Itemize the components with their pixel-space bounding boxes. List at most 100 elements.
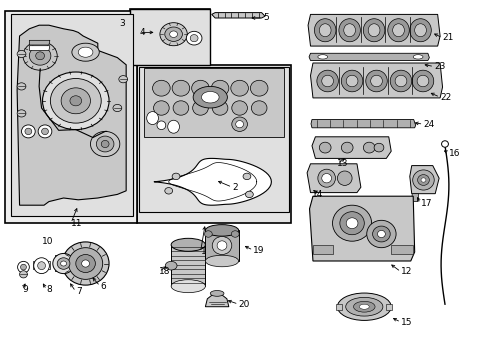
Ellipse shape: [38, 262, 45, 270]
Ellipse shape: [212, 101, 227, 115]
Polygon shape: [409, 166, 438, 194]
Text: 21: 21: [442, 33, 453, 42]
Ellipse shape: [192, 101, 208, 115]
Text: 13: 13: [337, 159, 348, 168]
Bar: [5, 11, 137, 223]
Polygon shape: [308, 53, 428, 60]
Bar: [129, 9, 210, 65]
Ellipse shape: [317, 169, 335, 187]
Polygon shape: [29, 46, 50, 50]
Ellipse shape: [50, 78, 101, 123]
Ellipse shape: [68, 248, 102, 279]
Ellipse shape: [353, 301, 374, 312]
Ellipse shape: [53, 253, 74, 274]
Ellipse shape: [173, 101, 188, 115]
Ellipse shape: [416, 75, 428, 87]
Ellipse shape: [18, 261, 29, 273]
Ellipse shape: [321, 174, 331, 183]
Ellipse shape: [345, 297, 382, 316]
Polygon shape: [336, 304, 342, 310]
Ellipse shape: [387, 19, 408, 42]
Polygon shape: [205, 230, 238, 261]
Ellipse shape: [231, 101, 247, 115]
Ellipse shape: [363, 19, 384, 42]
Ellipse shape: [321, 75, 333, 87]
Ellipse shape: [42, 72, 109, 130]
Text: 10: 10: [41, 237, 53, 246]
Polygon shape: [386, 304, 391, 310]
Ellipse shape: [377, 230, 385, 238]
Ellipse shape: [96, 136, 114, 152]
Ellipse shape: [372, 226, 389, 242]
Polygon shape: [310, 120, 415, 128]
Ellipse shape: [81, 260, 89, 267]
Ellipse shape: [78, 47, 93, 57]
Ellipse shape: [41, 128, 48, 135]
Text: 15: 15: [400, 318, 412, 327]
Text: 3: 3: [119, 19, 124, 28]
Ellipse shape: [17, 83, 26, 90]
Text: 2: 2: [232, 183, 238, 192]
Ellipse shape: [210, 291, 224, 296]
Ellipse shape: [367, 24, 379, 37]
Polygon shape: [139, 67, 288, 212]
Polygon shape: [17, 25, 126, 205]
Ellipse shape: [29, 46, 51, 65]
Ellipse shape: [20, 264, 26, 270]
Ellipse shape: [190, 35, 198, 42]
Ellipse shape: [165, 261, 177, 270]
Ellipse shape: [101, 140, 109, 148]
Bar: [129, 9, 210, 65]
Ellipse shape: [243, 173, 250, 180]
Ellipse shape: [62, 242, 109, 285]
Ellipse shape: [389, 70, 411, 92]
Ellipse shape: [34, 258, 49, 274]
Ellipse shape: [157, 121, 165, 130]
Ellipse shape: [366, 220, 395, 248]
Text: 6: 6: [100, 282, 106, 291]
Ellipse shape: [17, 110, 26, 117]
Ellipse shape: [169, 31, 177, 37]
Ellipse shape: [341, 142, 352, 153]
Ellipse shape: [420, 178, 425, 182]
Polygon shape: [144, 68, 283, 137]
Polygon shape: [33, 261, 50, 269]
Ellipse shape: [160, 23, 187, 46]
Ellipse shape: [346, 75, 357, 87]
Polygon shape: [205, 293, 228, 307]
Text: 20: 20: [238, 300, 249, 309]
Ellipse shape: [21, 125, 35, 138]
Ellipse shape: [20, 271, 27, 278]
Polygon shape: [309, 196, 414, 261]
Polygon shape: [11, 14, 133, 216]
Ellipse shape: [251, 101, 266, 115]
Polygon shape: [311, 137, 390, 158]
Text: 1: 1: [200, 248, 206, 256]
Ellipse shape: [119, 76, 127, 83]
Ellipse shape: [346, 218, 357, 229]
Ellipse shape: [205, 225, 238, 236]
Ellipse shape: [338, 19, 360, 42]
Ellipse shape: [61, 88, 90, 114]
Text: 8: 8: [46, 285, 52, 294]
Ellipse shape: [441, 141, 447, 147]
Ellipse shape: [172, 80, 189, 96]
Ellipse shape: [370, 75, 382, 87]
Text: 7: 7: [76, 287, 81, 296]
Ellipse shape: [164, 188, 172, 194]
Ellipse shape: [76, 255, 95, 273]
Ellipse shape: [25, 128, 32, 135]
Ellipse shape: [412, 55, 422, 59]
Ellipse shape: [167, 120, 179, 133]
Ellipse shape: [411, 70, 433, 92]
Ellipse shape: [337, 171, 351, 185]
Ellipse shape: [231, 231, 239, 237]
Ellipse shape: [412, 170, 433, 190]
Ellipse shape: [317, 55, 327, 59]
Ellipse shape: [314, 19, 335, 42]
Ellipse shape: [90, 131, 120, 157]
Ellipse shape: [341, 70, 362, 92]
Text: 11: 11: [71, 219, 82, 228]
Ellipse shape: [17, 50, 26, 58]
Ellipse shape: [343, 24, 355, 37]
